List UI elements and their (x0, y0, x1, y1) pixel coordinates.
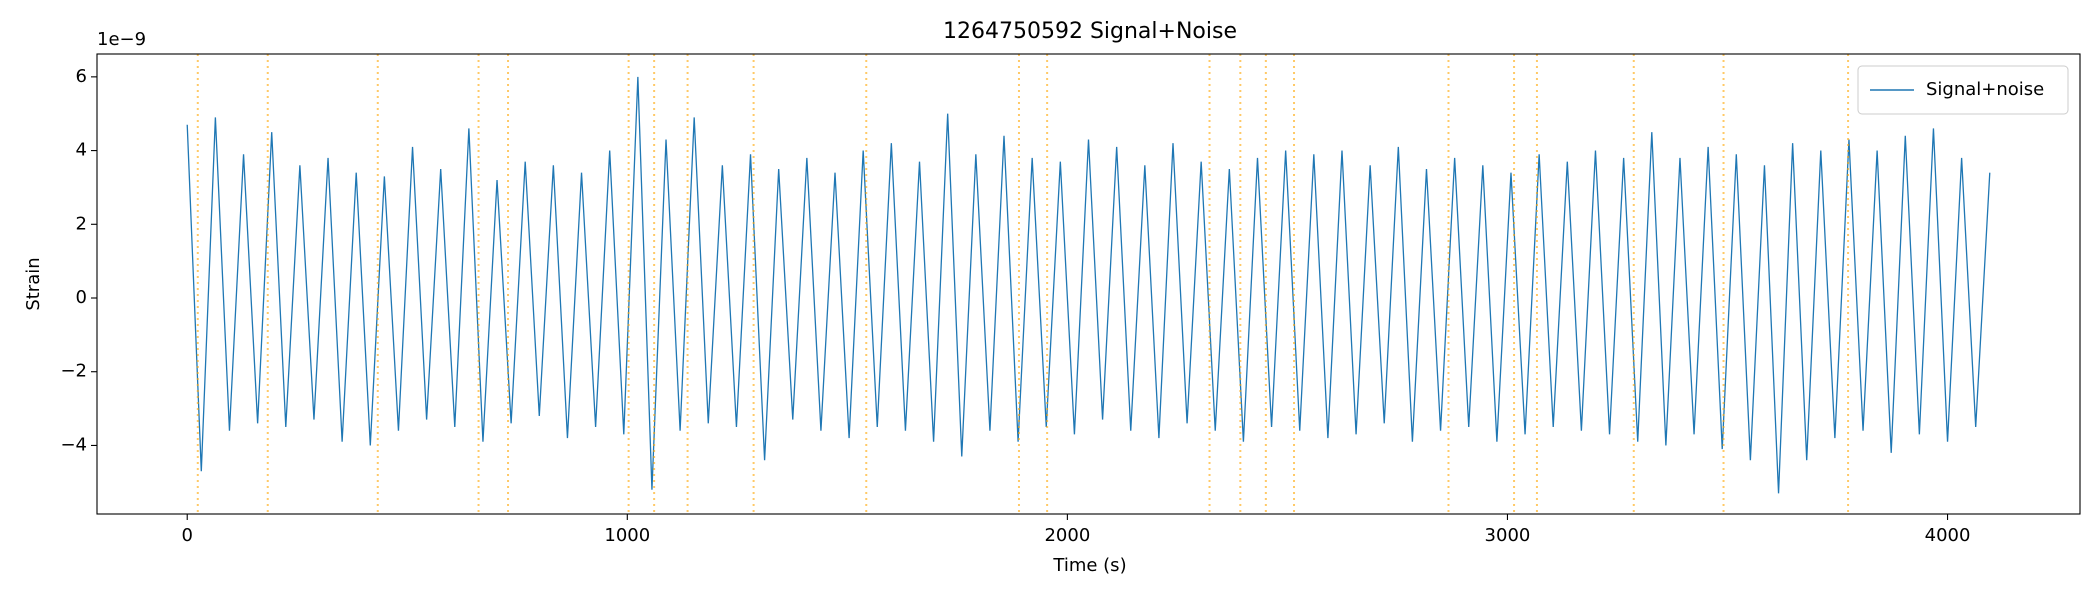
legend-box (1857, 65, 2069, 115)
y-tick-label: 6 (76, 66, 87, 87)
y-tick-label: −2 (60, 361, 87, 382)
y-tick-label: −4 (60, 434, 87, 455)
x-tick-label: 1000 (604, 525, 650, 546)
y-offset-label: 1e−9 (97, 29, 146, 50)
y-tick-label: 2 (76, 213, 87, 234)
legend-label: Signal+noise (1926, 79, 2044, 100)
data-line (186, 76, 1991, 494)
y-tick-label: 0 (76, 287, 87, 308)
x-tick-label: 3000 (1485, 525, 1531, 546)
x-tick-label: 2000 (1044, 525, 1090, 546)
y-tick-label: 4 (76, 140, 87, 161)
chart-title: 1264750592 Signal+Noise (943, 19, 1237, 44)
x-tick-label: 0 (181, 525, 192, 546)
x-axis-label: Time (s) (1052, 555, 1126, 576)
plot-frame (96, 53, 2081, 515)
x-tick-label: 4000 (1925, 525, 1971, 546)
y-axis-label: Strain (23, 257, 44, 310)
